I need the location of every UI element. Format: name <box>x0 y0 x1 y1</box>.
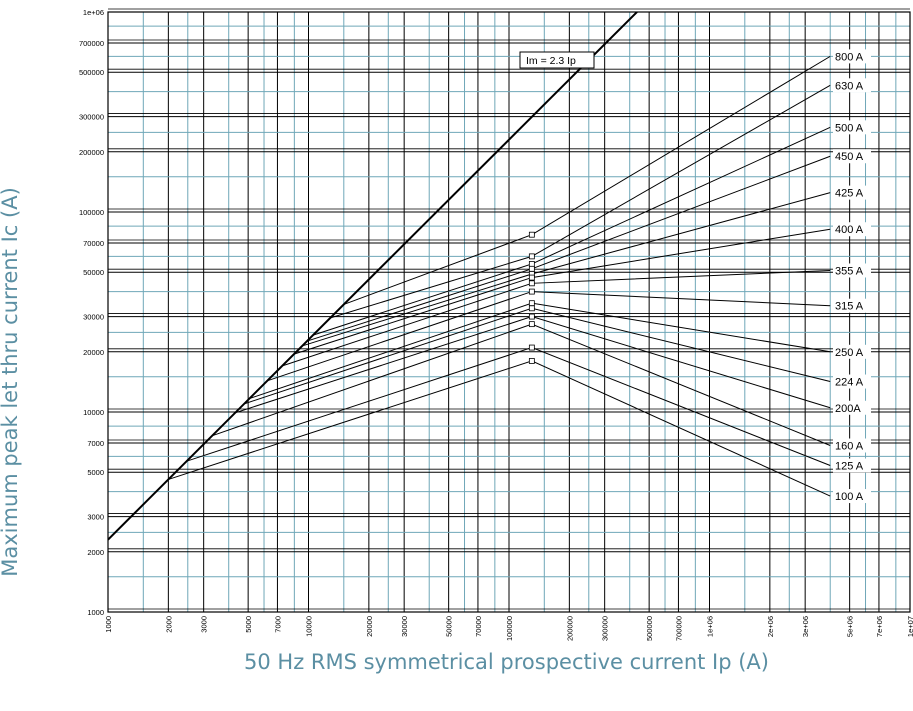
y-tick-label: 200000 <box>79 148 104 157</box>
x-tick-label: 700000 <box>674 616 683 641</box>
x-tick-label: 500000 <box>645 616 654 641</box>
series-label: 100 A <box>835 491 864 503</box>
series-label-bg <box>833 263 871 278</box>
series-label-bg <box>833 438 871 453</box>
series-label: 224 A <box>835 377 864 389</box>
series-label: 450 A <box>835 151 864 163</box>
y-tick-label: 5000 <box>87 468 104 477</box>
y-tick-label: 10000 <box>83 408 104 417</box>
reference-label: Im = 2.3 Ip <box>526 55 576 67</box>
x-tick-label: 1e+07 <box>906 616 913 637</box>
series-peak-marker <box>528 253 535 260</box>
series-label: 800 A <box>835 51 864 63</box>
series-label-bg <box>833 149 871 164</box>
series-label: 200A <box>835 403 861 415</box>
series-label-bg <box>833 222 871 237</box>
series-label-bg <box>833 78 871 93</box>
series-peak-marker <box>528 280 535 287</box>
series-label-bg <box>833 298 871 313</box>
series-label-bg <box>833 185 871 200</box>
series-line <box>312 126 831 336</box>
y-tick-label: 20000 <box>83 348 104 357</box>
series-peak-marker <box>528 313 535 320</box>
y-tick-label: 500000 <box>79 68 104 77</box>
series-label: 400 A <box>835 224 864 236</box>
series-label-bg <box>833 400 871 415</box>
x-tick-label: 5000 <box>244 616 253 633</box>
series-line <box>329 84 831 319</box>
x-tick-label: 70000 <box>474 616 483 637</box>
x-tick-label: 7000 <box>273 616 282 633</box>
y-tick-label: 1e+06 <box>83 8 104 17</box>
series-peak-marker <box>528 265 535 272</box>
series-label: 250 A <box>835 347 864 359</box>
series-line <box>343 55 831 305</box>
series-label: 125 A <box>835 461 864 473</box>
x-tick-label: 20000 <box>365 616 374 637</box>
series-label-bg <box>833 344 871 359</box>
series-peak-marker <box>528 261 535 267</box>
y-tick-label: 50000 <box>83 268 104 277</box>
x-tick-label: 1000 <box>104 616 113 633</box>
x-tick-label: 3000 <box>200 616 209 633</box>
plot-border <box>107 11 911 613</box>
series-peak-marker <box>528 274 535 281</box>
x-tick-label: 5e+06 <box>846 616 855 637</box>
y-tick-label: 2000 <box>87 548 104 557</box>
y-axis-title-text: Maximum peak let thru current Ic (A) <box>0 187 22 577</box>
series-label-bg <box>833 458 871 473</box>
series-label-bg <box>833 374 871 389</box>
series-label: 315 A <box>835 301 864 313</box>
series-label: 630 A <box>835 80 864 92</box>
series-peak-marker <box>528 321 535 328</box>
x-tick-label: 50000 <box>445 616 454 637</box>
series-peak-marker <box>528 305 535 312</box>
series-line <box>266 291 831 382</box>
series-peak-marker <box>528 231 535 238</box>
series-label: 355 A <box>835 265 864 277</box>
reference-label-box <box>519 51 595 69</box>
series-label-bg <box>833 489 871 504</box>
y-tick-label: 30000 <box>83 313 104 322</box>
x-tick-label: 200000 <box>565 616 574 641</box>
x-tick-label: 2000 <box>164 616 173 633</box>
series-label-bg <box>833 120 871 135</box>
y-tick-label: 100000 <box>79 208 104 217</box>
series-label: 160 A <box>835 440 864 452</box>
x-axis-title: 50 Hz RMS symmetrical prospective curren… <box>244 650 769 674</box>
x-tick-label: 30000 <box>400 616 409 637</box>
x-tick-label: 3e+06 <box>801 616 810 637</box>
x-tick-label: 100000 <box>505 616 514 641</box>
series-label: 500 A <box>835 122 864 134</box>
x-tick-label: 2e+06 <box>766 616 775 637</box>
reference-line <box>108 12 638 541</box>
series-label-bg <box>833 49 871 64</box>
series-peak-marker <box>528 358 535 364</box>
y-tick-label: 700000 <box>79 39 104 48</box>
series-peak-marker <box>528 288 535 295</box>
series-line <box>244 307 831 405</box>
x-tick-label: 1e+06 <box>706 616 715 637</box>
series-peak-marker <box>528 344 535 351</box>
x-tick-label: 300000 <box>601 616 610 641</box>
y-tick-label: 3000 <box>87 513 104 522</box>
series-peak-marker <box>528 300 535 307</box>
series-label: 425 A <box>835 188 864 200</box>
y-tick-label: 1000 <box>87 608 104 617</box>
y-tick-label: 70000 <box>83 239 104 248</box>
y-tick-label: 300000 <box>79 113 104 122</box>
x-tick-label: 10000 <box>305 616 314 637</box>
y-tick-label: 7000 <box>87 439 104 448</box>
x-tick-label: 7e+06 <box>875 616 884 637</box>
